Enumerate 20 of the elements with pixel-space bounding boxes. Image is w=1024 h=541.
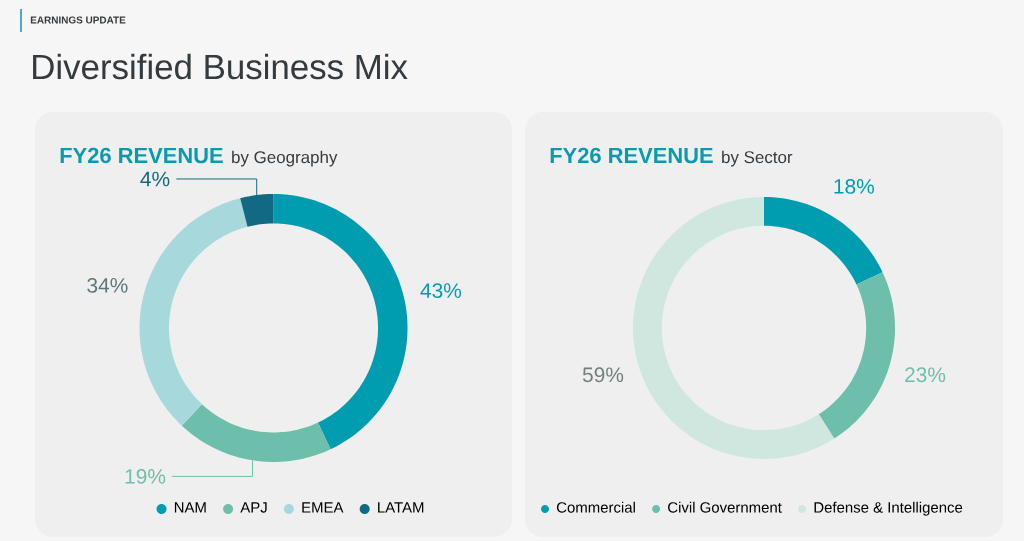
legend-label: Defense & Intelligence [814,501,963,516]
legend-label: LATAM [378,502,424,513]
legend-label: Civil Government [668,501,782,513]
data-label: 19% [125,469,166,484]
data-label: 18% [834,179,875,194]
data-label: 23% [905,367,946,383]
data-label: 59% [582,367,624,383]
text: EARNINGS UPDATE [30,16,126,24]
legend-label: NAM [174,502,206,513]
data-label: 43% [420,283,462,298]
chart-subtitle: by Sector [722,150,793,167]
data-label: 34% [87,277,128,293]
text: Diversified Business Mix [33,53,408,80]
legend-label: Commercial [556,501,635,513]
chart-title: FY26 REVENUE [550,147,713,164]
chart-subtitle: by Geography [232,150,338,167]
legend-label: EMEA [302,502,344,513]
data-label: 4% [140,171,170,187]
legend-label: APJ [240,502,267,513]
chart-title: FY26 REVENUE [60,147,223,164]
